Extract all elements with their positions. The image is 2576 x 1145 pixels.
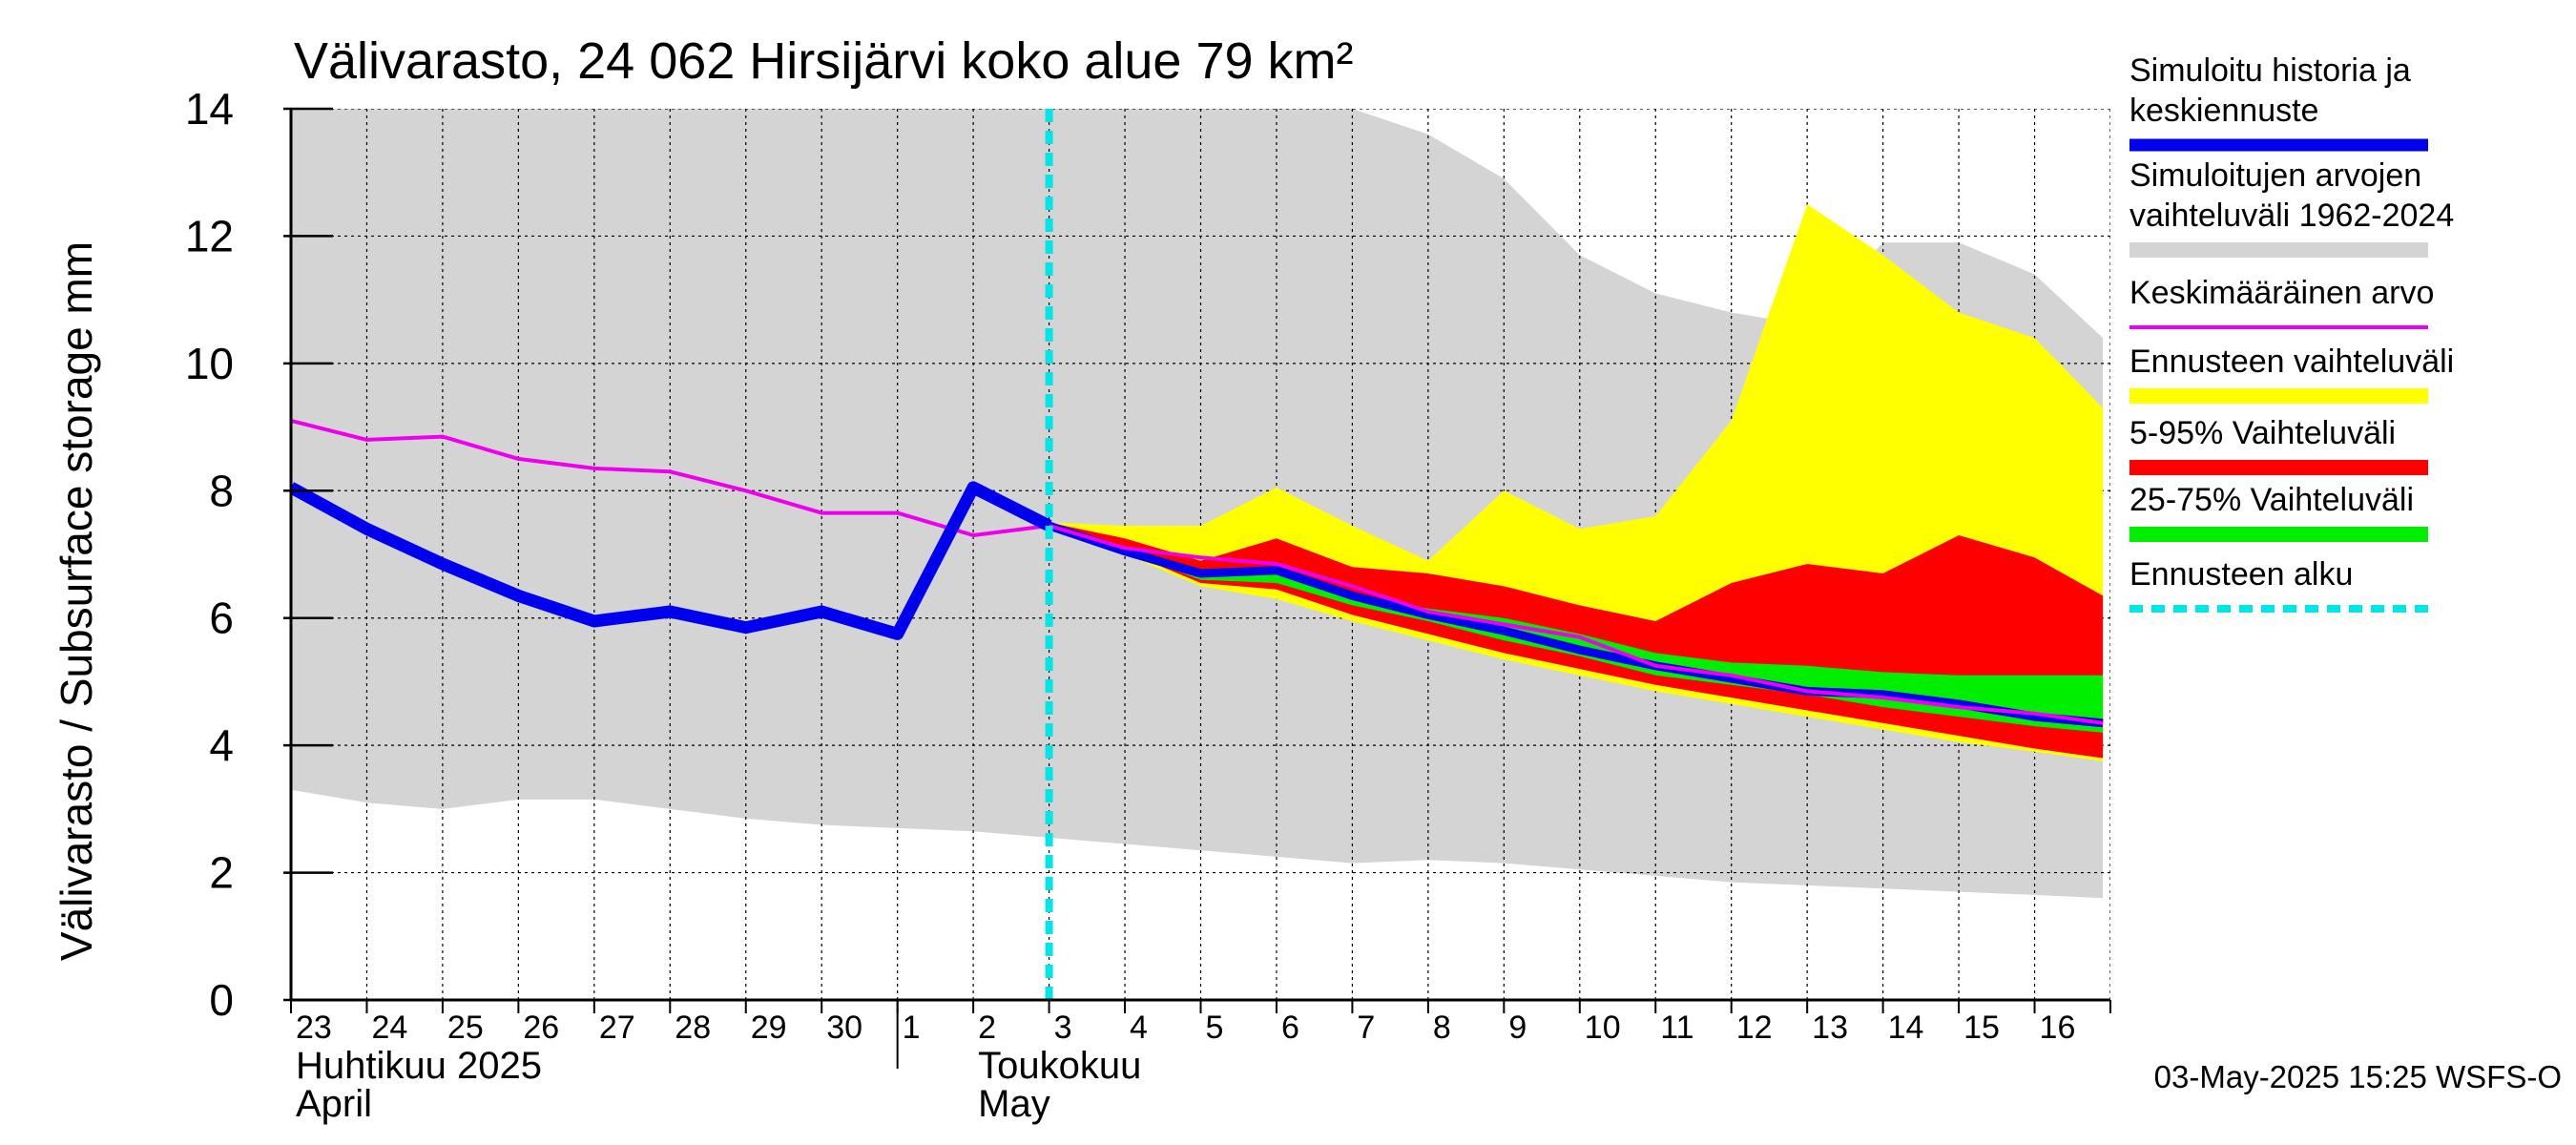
x-tick-label: 26 bbox=[523, 1010, 559, 1046]
y-tick-label: 0 bbox=[209, 975, 234, 1025]
plot-area bbox=[291, 109, 2110, 1000]
legend-label: 25-75% Vaihteluväli bbox=[2129, 482, 2414, 518]
legend: Simuloitu historia ja keskiennuste Simuloi… bbox=[2129, 52, 2454, 613]
x-tick-label: 13 bbox=[1812, 1010, 1848, 1046]
y-tick-label: 2 bbox=[209, 848, 234, 898]
x-tick-label: 3 bbox=[1054, 1010, 1072, 1046]
x-tick-label: 30 bbox=[826, 1010, 862, 1046]
x-tick-label: 5 bbox=[1206, 1010, 1224, 1046]
y-tick-label: 10 bbox=[185, 339, 234, 388]
x-tick-label: 4 bbox=[1130, 1010, 1148, 1046]
legend-label: Ennusteen vaihteluväli bbox=[2129, 344, 2454, 380]
x-tick-label: 8 bbox=[1433, 1010, 1451, 1046]
x-tick-label: 25 bbox=[447, 1010, 484, 1046]
y-tick-label: 6 bbox=[209, 593, 234, 643]
legend-label: keskiennuste bbox=[2129, 93, 2318, 129]
legend-label: 5-95% Vaihteluväli bbox=[2129, 415, 2396, 451]
legend-label: vaihteluväli 1962-2024 bbox=[2129, 198, 2454, 234]
month-label-fi: Toukokuu bbox=[978, 1045, 1141, 1087]
x-tick-label: 7 bbox=[1357, 1010, 1375, 1046]
y-tick-label: 8 bbox=[209, 466, 234, 515]
legend-label: Simuloitu historia ja bbox=[2129, 52, 2411, 89]
month-label-en: May bbox=[978, 1083, 1050, 1125]
x-tick-label: 27 bbox=[599, 1010, 635, 1046]
legend-label: Ennusteen alku bbox=[2129, 556, 2353, 593]
x-tick-label: 14 bbox=[1888, 1010, 1924, 1046]
x-tick-label: 6 bbox=[1281, 1010, 1299, 1046]
x-tick-label: 15 bbox=[1963, 1010, 2000, 1046]
legend-swatch bbox=[2129, 388, 2428, 404]
month-label-en: April bbox=[296, 1083, 372, 1125]
simulated-history-line bbox=[291, 481, 1052, 640]
forecast-median-line bbox=[1048, 521, 2104, 728]
x-tick-label: 2 bbox=[978, 1010, 996, 1046]
timestamp: 03-May-2025 15:25 WSFS-O bbox=[2154, 1059, 2562, 1094]
x-tick-label: 16 bbox=[2040, 1010, 2076, 1046]
x-tick-label: 12 bbox=[1736, 1010, 1773, 1046]
chart-title: Välivarasto, 24 062 Hirsijärvi koko alue… bbox=[294, 32, 1353, 90]
history-range-band bbox=[291, 109, 2104, 899]
y-tick-label: 12 bbox=[185, 211, 234, 260]
month-label-fi: Huhtikuu 2025 bbox=[296, 1045, 542, 1087]
legend-swatch bbox=[2129, 527, 2428, 542]
x-tick-label: 11 bbox=[1660, 1010, 1693, 1046]
plot-clip-group bbox=[291, 109, 2110, 1000]
mean-line bbox=[291, 418, 2104, 725]
x-tick-label: 23 bbox=[296, 1010, 332, 1046]
y-tick-label: 14 bbox=[185, 84, 234, 134]
x-tick-label: 24 bbox=[371, 1010, 407, 1046]
x-tick-label: 9 bbox=[1508, 1010, 1527, 1046]
p25-75-band bbox=[1049, 526, 2104, 733]
y-axis-label: Välivarasto / Subsurface storage mm bbox=[52, 241, 101, 961]
x-tick-label: 29 bbox=[751, 1010, 787, 1046]
y-tick-label: 4 bbox=[209, 720, 234, 770]
x-tick-label: 10 bbox=[1585, 1010, 1621, 1046]
x-tick-label: 1 bbox=[903, 1010, 921, 1046]
legend-swatch bbox=[2129, 460, 2428, 475]
x-tick-label: 28 bbox=[675, 1010, 711, 1046]
legend-label: Keskimääräinen arvo bbox=[2129, 275, 2434, 311]
legend-swatch bbox=[2129, 242, 2428, 258]
legend-label: Simuloitujen arvojen bbox=[2129, 157, 2421, 194]
